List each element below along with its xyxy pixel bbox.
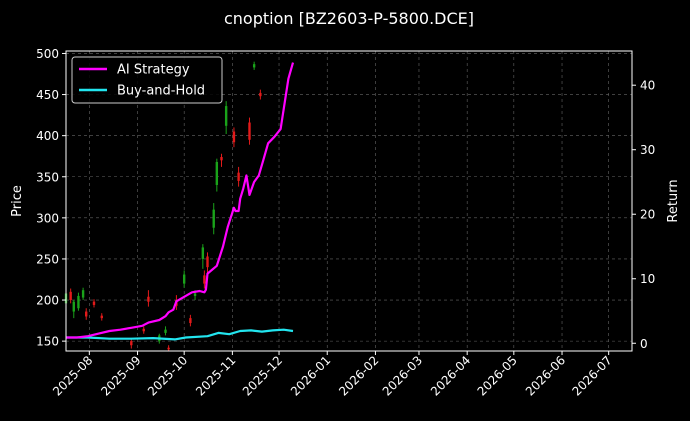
series-lines [66,62,295,341]
candle-body [147,296,150,302]
candle-body [81,290,85,298]
candle-body [206,256,209,268]
y-left-tick-label: 250 [36,252,59,266]
legend: AI Strategy Buy-and-Hold [71,56,223,104]
candle-body [130,341,133,346]
legend-ai-strategy-label: AI Strategy [117,63,190,78]
candle-body [248,122,251,140]
candle-body [167,347,170,350]
candle-body [212,209,215,228]
y-right-tick-label: 10 [640,272,655,286]
candle-body [164,329,167,333]
y-left-tick-label: 400 [36,129,59,143]
candle-body [215,161,219,185]
candle-body [193,293,197,296]
y-left-tick-label: 200 [36,294,59,308]
candle-body [72,301,75,312]
ai-strategy-line [66,62,295,339]
chart-title: cnoption [BZ2603-P-5800.DCE] [224,9,474,28]
candle-body [203,275,206,284]
candle-body [201,247,205,259]
candle-body [220,157,223,161]
candle-body [77,295,80,309]
candle-body [252,64,256,68]
y-axis-right-title: Return [666,179,681,222]
y-axis-left-title: Price [10,185,25,217]
candle-body [69,291,72,301]
candle-body [182,274,186,284]
plot-area-frame [65,50,633,352]
y-right-tick-label: 0 [640,337,648,351]
candle-body [92,301,96,305]
candle-body [232,131,236,143]
y-left-tick-label: 500 [36,47,59,61]
candle-body [100,315,103,319]
candle-body [224,106,228,126]
candle-body [189,318,192,324]
y-left-tick-label: 350 [36,170,59,184]
y-right-tick-label: 20 [640,208,655,222]
buy-and-hold-line [66,328,294,341]
candle-body [85,311,88,317]
candle-body [259,92,262,97]
y-axis-left: 150 200 250 300 350 400 450 500 [36,47,66,349]
y-axis-right: 0 10 20 30 40 [632,79,655,351]
legend-buy-and-hold-label: Buy-and-Hold [117,84,205,99]
y-right-tick-label: 30 [640,143,655,157]
y-left-tick-label: 450 [36,88,59,102]
y-right-tick-label: 40 [640,79,655,93]
candle-body [237,172,240,181]
y-left-tick-label: 150 [36,335,59,349]
grid [66,51,632,351]
candle-body [142,328,145,332]
y-left-tick-label: 300 [36,211,59,225]
legend-box [71,56,223,104]
